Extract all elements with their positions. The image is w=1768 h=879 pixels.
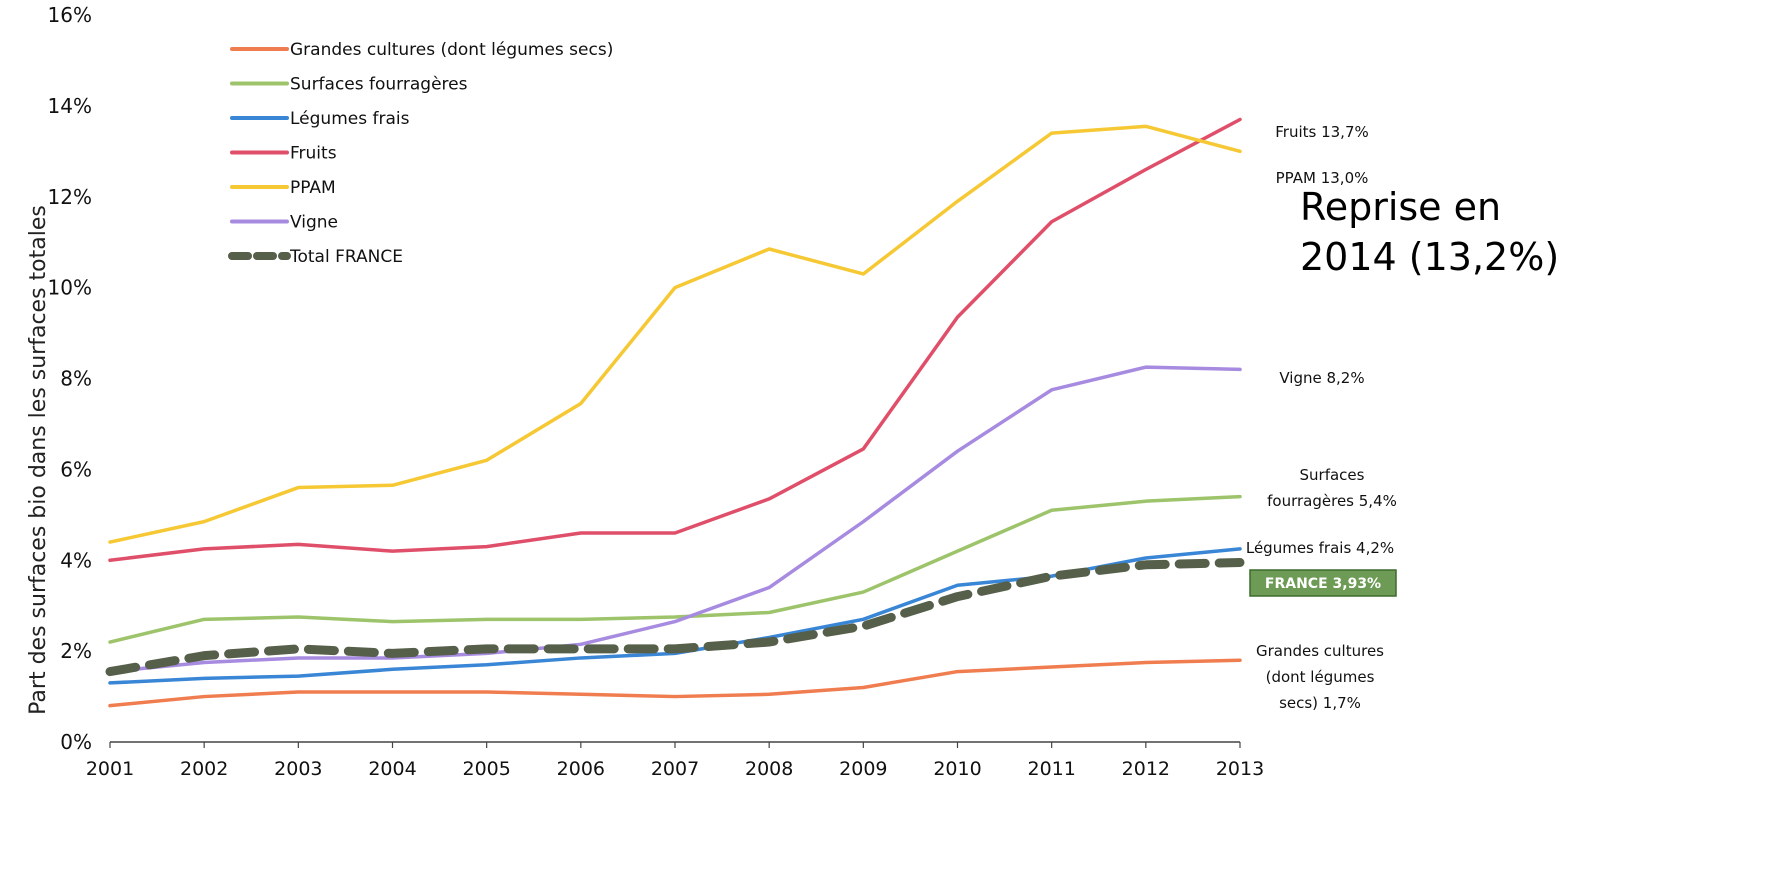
x-axis-ticks: 2001 2002 2003 2004 2005 2006 2007 2008 2009 2010…: [86, 742, 1264, 780]
end-label-fourrageres: Surfaces: [1300, 466, 1365, 484]
end-label-legumes: Légumes frais 4,2%: [1246, 539, 1394, 557]
legend-label-legumes: Légumes frais: [290, 109, 410, 129]
end-label-grandes: (dont légumes: [1266, 668, 1375, 686]
x-tick-label: 2004: [368, 758, 416, 780]
series-line-ppam: [108, 124, 1242, 544]
france-badge: [1249, 569, 1397, 597]
y-tick-label: 8%: [60, 367, 92, 391]
x-tick-label: 2003: [274, 758, 322, 780]
series-line-grandes: [108, 658, 1242, 708]
x-tick-label: 2005: [462, 758, 510, 780]
y-tick-label: 2%: [60, 639, 92, 663]
series-lines: [105, 117, 1245, 708]
legend: Grandes cultures (dont légumes secs) Surf…: [228, 40, 613, 267]
y-tick-label: 14%: [48, 94, 92, 118]
legend-label-fruits: Fruits: [290, 144, 337, 164]
x-tick-label: 2007: [651, 758, 699, 780]
end-label-vigne: Vigne 8,2%: [1279, 369, 1364, 387]
legend-label-fourrageres: Surfaces fourragères: [290, 75, 468, 95]
y-tick-label: 12%: [48, 185, 92, 209]
legend-label-grandes: Grandes cultures (dont légumes secs): [290, 40, 613, 60]
x-tick-label: 2010: [933, 758, 981, 780]
series-line-vigne: [108, 365, 1242, 674]
series-line-legumes: [108, 547, 1242, 685]
y-axis-label: Part des surfaces bio dans les surfaces …: [26, 205, 51, 715]
end-labels: Grandes cultures (dont légumes secs) 1,7% S…: [1246, 123, 1397, 712]
series-line-fruits: [108, 117, 1242, 562]
legend-label-vigne: Vigne: [290, 213, 338, 233]
y-axis-ticks: 0% 2% 4% 6% 8% 10% 12% 14% 16%: [48, 3, 92, 754]
y-tick-label: 0%: [60, 730, 92, 754]
end-label-grandes: secs) 1,7%: [1279, 694, 1361, 712]
end-label-france: FRANCE 3,93%: [1265, 576, 1381, 592]
x-tick-label: 2001: [86, 758, 134, 780]
legend-label-france: Total FRANCE: [289, 247, 403, 267]
annotation-line: Reprise en: [1300, 185, 1501, 229]
y-tick-label: 16%: [48, 3, 92, 27]
y-tick-label: 6%: [60, 457, 92, 481]
x-tick-label: 2012: [1122, 758, 1170, 780]
x-tick-label: 2013: [1216, 758, 1264, 780]
series-line-fourrageres: [108, 494, 1242, 644]
y-tick-label: 10%: [48, 276, 92, 300]
series-line-france: [105, 558, 1245, 677]
y-tick-label: 4%: [60, 548, 92, 572]
x-tick-label: 2011: [1027, 758, 1075, 780]
annotation-line: 2014 (13,2%): [1300, 235, 1559, 279]
x-tick-label: 2009: [839, 758, 887, 780]
legend-label-ppam: PPAM: [290, 178, 336, 198]
end-label-fourrageres: fourragères 5,4%: [1267, 492, 1397, 510]
annotation-reprise-2014: Reprise en 2014 (13,2%): [1300, 185, 1559, 279]
end-label-grandes: Grandes cultures: [1256, 642, 1384, 660]
x-tick-label: 2006: [557, 758, 605, 780]
x-tick-label: 2002: [180, 758, 228, 780]
end-label-fruits: Fruits 13,7%: [1275, 123, 1369, 141]
x-tick-label: 2008: [745, 758, 793, 780]
end-label-ppam: PPAM 13,0%: [1276, 169, 1369, 187]
